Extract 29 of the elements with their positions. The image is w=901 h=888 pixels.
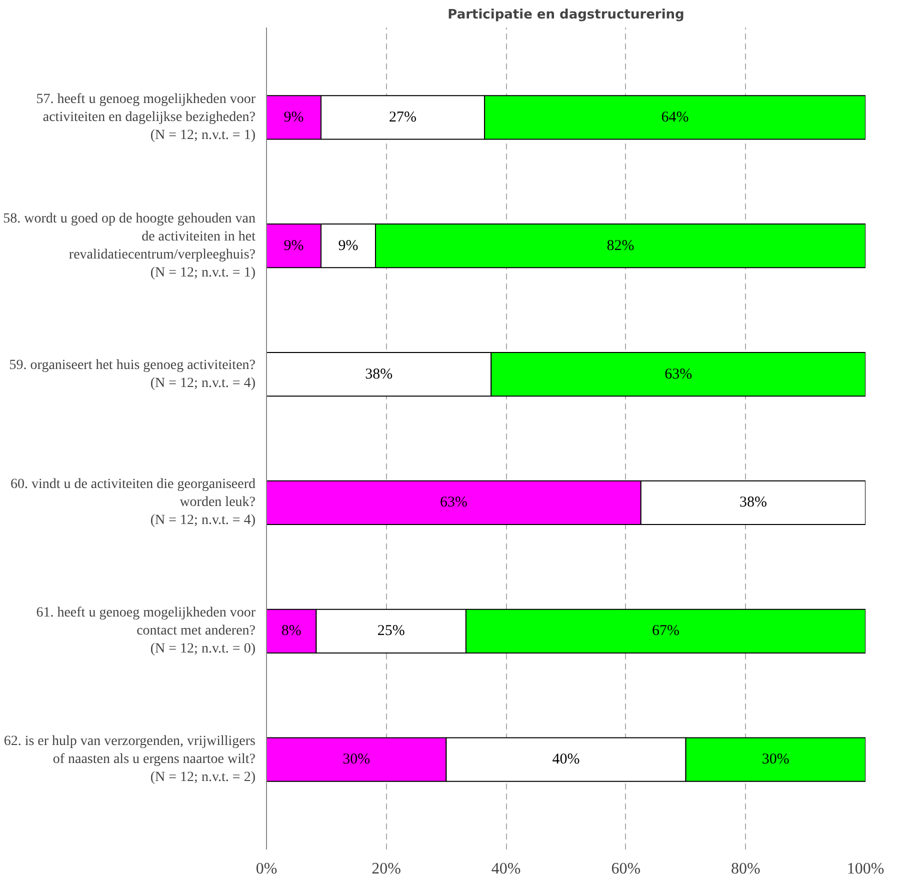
data-label: 67% <box>652 623 680 640</box>
data-label: 38% <box>739 494 767 511</box>
y-tick-label: 62. is er hulp van verzorgenden, vrijwilligers of naasten als u ergens naartoe wilt? (N = 12; n.v.t. = 2) <box>4 734 256 786</box>
y-tick-label: 58. wordt u goed op de hoogte gehouden van de activiteiten in het revalidatiecentrum/verpleeghuis? (N = 12; n.v.t. = 1) <box>3 211 256 280</box>
data-label: 38% <box>365 366 393 382</box>
y-tick-label: 60. vindt u de activiteiten die georganiseerd worden leuk? (N = 12; n.v.t. = 4) <box>10 477 256 528</box>
data-label: 63% <box>440 494 468 511</box>
x-tick-label: 0% <box>256 860 278 878</box>
data-label: 40% <box>552 752 580 768</box>
x-tick-label: 100% <box>846 860 884 878</box>
data-label: 25% <box>377 623 405 640</box>
data-label: 9% <box>338 238 358 254</box>
data-label: 9% <box>284 109 304 126</box>
y-tick-label: 59. organiseert het huis genoeg activiteiten? (N = 12; n.v.t. = 4) <box>9 358 256 391</box>
data-label: 63% <box>664 366 692 382</box>
x-tick-label: 80% <box>731 860 760 878</box>
x-tick-label: 20% <box>372 860 401 878</box>
data-label: 8% <box>281 623 302 640</box>
data-label: 82% <box>606 238 634 254</box>
data-label: 64% <box>661 109 689 126</box>
y-tick-label: 61. heeft u genoeg mogelijkheden voor contact met anderen? (N = 12; n.v.t. = 0) <box>36 606 256 657</box>
data-label: 27% <box>389 109 417 126</box>
x-tick-label: 60% <box>611 860 641 878</box>
x-tick-label: 40% <box>491 860 521 878</box>
data-label: 9% <box>284 238 304 254</box>
chart-title: Participatie en dagstructurering <box>448 8 684 22</box>
data-label: 30% <box>342 752 370 768</box>
data-label: 30% <box>762 752 790 768</box>
y-tick-label: 57. heeft u genoeg mogelijkheden voor activiteiten en dagelijkse bezigheden? (N = 12; n.v.t. = 1) <box>36 92 256 143</box>
